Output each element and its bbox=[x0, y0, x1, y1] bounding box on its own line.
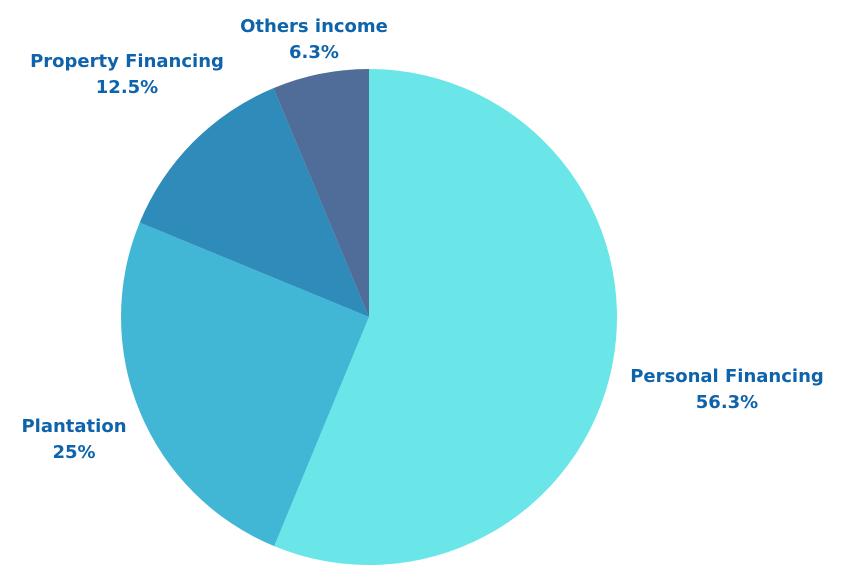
slice-name: Plantation bbox=[21, 416, 127, 437]
slice-value: 56.3% bbox=[695, 392, 759, 413]
pie-slice-property-financing bbox=[139, 88, 369, 317]
slice-name: Others income bbox=[240, 16, 388, 37]
pie-slice-plantation bbox=[120, 222, 370, 547]
slice-value: 12.5% bbox=[95, 77, 159, 98]
slice-value: 6.3% bbox=[289, 42, 339, 63]
pie-slice-others-income bbox=[273, 69, 369, 317]
label-property-financing: Property Financing 12.5% bbox=[30, 49, 224, 101]
slice-name: Property Financing bbox=[30, 51, 224, 72]
label-personal-financing: Personal Financing 56.3% bbox=[630, 364, 824, 416]
slice-name: Personal Financing bbox=[630, 366, 824, 387]
slice-value: 25% bbox=[52, 442, 96, 463]
pie-slice-personal-financing bbox=[274, 69, 617, 566]
label-plantation: Plantation 25% bbox=[21, 414, 126, 466]
label-others-income: Others income 6.3% bbox=[240, 14, 388, 66]
